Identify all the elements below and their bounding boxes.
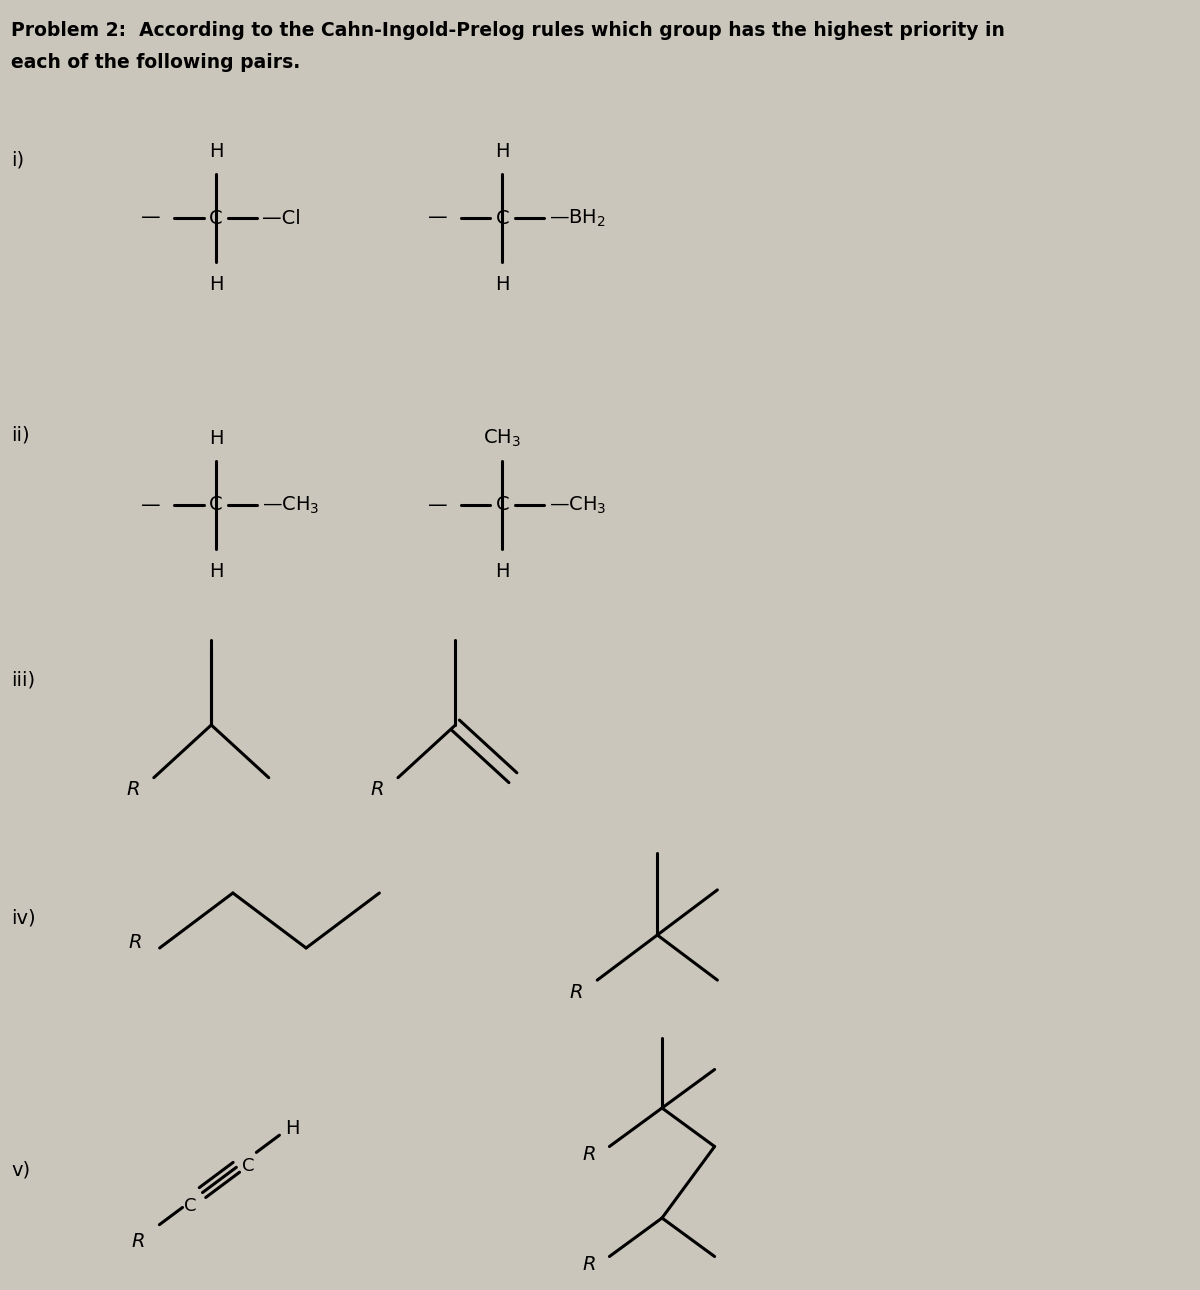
Text: CH$_3$: CH$_3$ — [484, 428, 521, 449]
Text: Problem 2:  According to the Cahn-Ingold-Prelog rules which group has the highes: Problem 2: According to the Cahn-Ingold-… — [11, 21, 1006, 40]
Text: —CH$_3$: —CH$_3$ — [262, 494, 319, 516]
Text: —: — — [427, 495, 448, 515]
Text: —BH$_2$: —BH$_2$ — [548, 208, 606, 228]
Text: R: R — [582, 1255, 595, 1275]
Text: iv): iv) — [11, 908, 36, 928]
Text: R: R — [570, 983, 583, 1001]
Text: H: H — [209, 142, 223, 161]
Text: R: R — [371, 780, 384, 800]
Text: each of the following pairs.: each of the following pairs. — [11, 53, 300, 71]
Text: H: H — [209, 430, 223, 449]
Text: H: H — [209, 561, 223, 580]
Text: i): i) — [11, 151, 24, 169]
Text: —: — — [142, 495, 161, 515]
Text: R: R — [128, 934, 142, 952]
Text: C: C — [209, 495, 223, 515]
Text: v): v) — [11, 1161, 30, 1179]
Text: —: — — [142, 209, 161, 227]
Text: H: H — [209, 275, 223, 294]
Text: ii): ii) — [11, 426, 30, 445]
Text: R: R — [132, 1232, 145, 1251]
Text: R: R — [582, 1146, 595, 1164]
Text: C: C — [496, 209, 509, 227]
Text: C: C — [496, 495, 509, 515]
Text: C: C — [185, 1197, 197, 1215]
Text: H: H — [496, 275, 510, 294]
Text: —: — — [427, 209, 448, 227]
Text: —Cl: —Cl — [262, 209, 301, 227]
Text: iii): iii) — [11, 671, 35, 689]
Text: R: R — [126, 780, 140, 800]
Text: H: H — [496, 142, 510, 161]
Text: H: H — [286, 1118, 300, 1138]
Text: H: H — [496, 561, 510, 580]
Text: —CH$_3$: —CH$_3$ — [548, 494, 606, 516]
Text: C: C — [209, 209, 223, 227]
Text: C: C — [242, 1157, 254, 1175]
